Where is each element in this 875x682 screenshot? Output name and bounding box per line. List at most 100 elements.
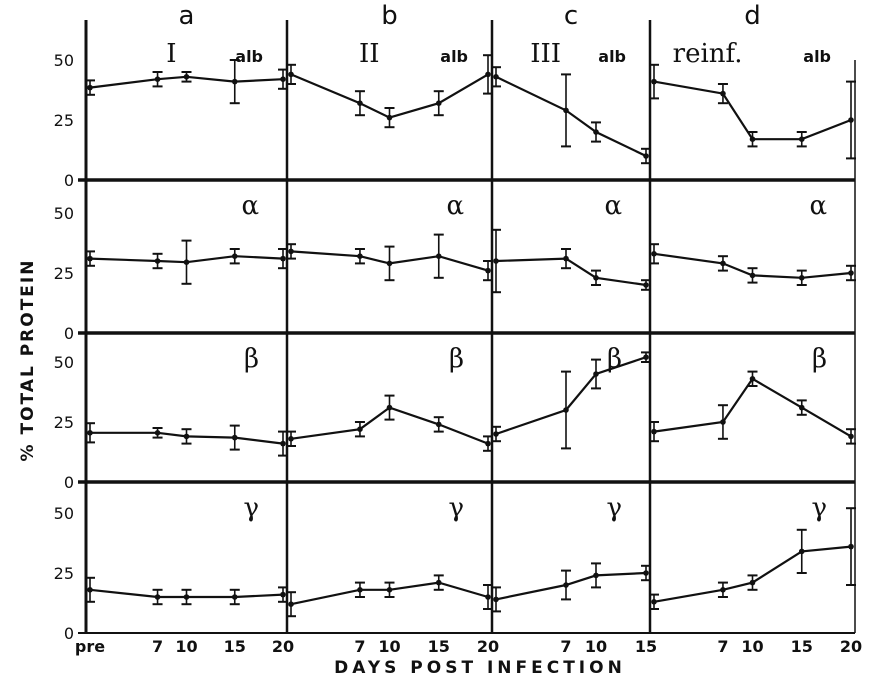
- y-tick-label: 25: [54, 564, 74, 583]
- y-tick-label: 0: [64, 624, 74, 643]
- y-tick-label: 50: [54, 51, 74, 70]
- data-point: [485, 71, 491, 78]
- data-point: [87, 255, 93, 262]
- data-point: [280, 76, 286, 82]
- infection-label: reinf.: [673, 39, 743, 69]
- data-point: [593, 572, 599, 579]
- data-point: [485, 440, 491, 447]
- series-line: [495, 257, 647, 287]
- data-point: [231, 78, 238, 85]
- row-name-label: alb: [803, 47, 831, 66]
- row-name-label: β: [244, 344, 259, 374]
- x-tick-label: pre: [75, 637, 105, 656]
- data-point: [280, 255, 286, 262]
- x-tick-label: 15: [428, 637, 450, 656]
- data-point: [87, 587, 93, 593]
- row-name-label: alb: [598, 47, 626, 66]
- infection-label: I: [166, 39, 176, 69]
- x-tick-label: 15: [635, 637, 657, 656]
- row-name-label: γ: [243, 493, 259, 523]
- data-point: [493, 431, 499, 437]
- data-point: [643, 570, 649, 576]
- x-tick-label: 15: [224, 637, 246, 656]
- series-line: [653, 377, 852, 438]
- x-tick-label: 10: [378, 637, 400, 656]
- data-point: [798, 404, 805, 411]
- x-tick-label: 10: [175, 637, 197, 656]
- row-name-label: α: [241, 191, 259, 221]
- data-point: [848, 543, 854, 550]
- data-point: [593, 371, 599, 377]
- data-point: [651, 428, 657, 435]
- data-point: [563, 255, 569, 262]
- data-point: [720, 587, 726, 593]
- data-point: [357, 426, 363, 433]
- data-point: [563, 107, 569, 114]
- data-point: [493, 596, 499, 603]
- data-point: [288, 436, 294, 442]
- y-tick-label: 0: [64, 171, 74, 190]
- data-point: [357, 100, 363, 106]
- data-point: [288, 601, 294, 607]
- data-point: [651, 251, 657, 257]
- data-point: [435, 421, 442, 428]
- series-line: [653, 80, 852, 141]
- data-point: [848, 433, 854, 440]
- data-point: [651, 599, 657, 605]
- x-tick-label: 10: [741, 637, 763, 656]
- data-point: [798, 548, 805, 555]
- data-point: [720, 90, 726, 97]
- data-point: [386, 404, 393, 411]
- data-point: [643, 354, 649, 361]
- data-point: [154, 258, 161, 264]
- y-tick-label: 25: [54, 111, 74, 130]
- data-point: [848, 270, 854, 276]
- panel-letter: b: [381, 1, 398, 31]
- y-tick-label: 50: [54, 353, 74, 372]
- y-tick-label: 25: [54, 413, 74, 432]
- data-point: [563, 582, 569, 588]
- data-point: [288, 71, 294, 78]
- data-point: [485, 267, 491, 274]
- row-name-label: γ: [448, 493, 464, 523]
- series-line: [653, 545, 852, 603]
- data-point: [720, 260, 726, 267]
- data-point: [749, 272, 756, 279]
- series-line: [495, 356, 647, 436]
- data-point: [643, 282, 649, 288]
- x-tick-label: 15: [791, 637, 813, 656]
- data-point: [848, 117, 854, 123]
- data-point: [493, 258, 499, 264]
- row-name-label: γ: [811, 493, 827, 523]
- x-tick-label: 7: [560, 637, 571, 656]
- data-point: [643, 153, 649, 159]
- x-tick-label: 7: [354, 637, 365, 656]
- data-point: [357, 253, 363, 259]
- x-tick-label: 20: [272, 637, 294, 656]
- infection-label: III: [530, 39, 561, 69]
- row-name-label: alb: [440, 47, 468, 66]
- row-name-label: β: [607, 344, 622, 374]
- data-point: [749, 579, 756, 586]
- data-point: [386, 114, 393, 121]
- data-point: [183, 594, 190, 600]
- data-point: [154, 76, 161, 82]
- row-name-label: alb: [235, 47, 263, 66]
- y-tick-label: 0: [64, 324, 74, 343]
- data-point: [749, 136, 756, 142]
- data-point: [183, 74, 190, 80]
- row-name-label: β: [449, 344, 464, 374]
- data-point: [231, 253, 238, 259]
- data-point: [183, 433, 190, 440]
- data-point: [280, 440, 286, 447]
- data-point: [493, 74, 499, 80]
- series-line: [495, 571, 647, 601]
- y-tick-label: 25: [54, 264, 74, 283]
- data-point: [87, 430, 93, 436]
- data-point: [651, 78, 657, 85]
- data-point: [485, 594, 491, 600]
- x-tick-label: 20: [840, 637, 862, 656]
- data-point: [154, 430, 161, 436]
- data-point: [183, 259, 190, 266]
